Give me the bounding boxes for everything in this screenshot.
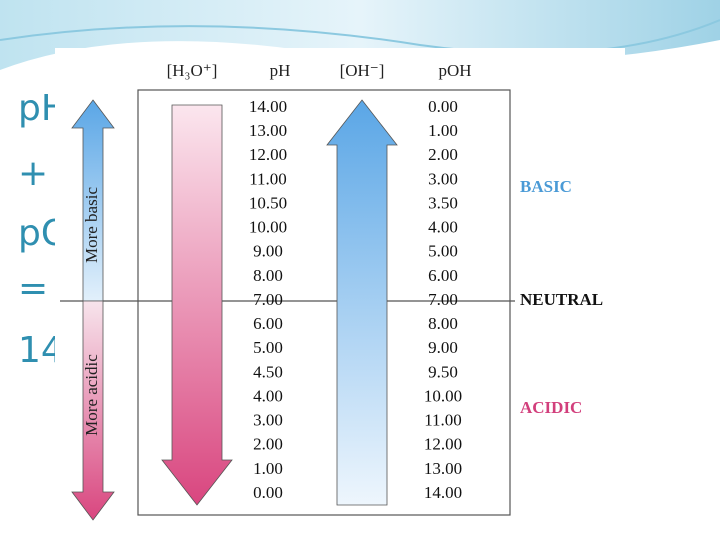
ph-value: 6.00 (253, 314, 283, 333)
hydronium-arrow (161, 104, 233, 506)
ph-value: 4.50 (253, 362, 283, 381)
region-label: NEUTRAL (520, 290, 603, 309)
poh-value: 5.00 (428, 242, 458, 261)
poh-value: 2.00 (428, 145, 458, 164)
figure: [H₃O⁺] pH [OH⁻] pOH More basic More acidic 14.… (82, 61, 603, 502)
poh-value: 4.00 (428, 218, 458, 237)
ph-value: 10.50 (249, 193, 287, 212)
slide-line: = (18, 268, 48, 309)
wave-line (0, 19, 720, 55)
poh-value: 8.00 (428, 314, 458, 333)
ph-value: 9.00 (253, 242, 283, 261)
ph-value: 11.00 (249, 169, 287, 188)
poh-value: 3.50 (428, 193, 458, 212)
poh-value: 6.00 (428, 266, 458, 285)
table-frame (137, 89, 511, 516)
poh-value: 9.00 (428, 338, 458, 357)
column-header: [H₃O⁺] (167, 61, 218, 80)
poh-value: 14.00 (424, 483, 462, 502)
poh-value: 7.00 (428, 290, 458, 309)
arrow-label: More acidic (82, 354, 101, 436)
poh-value: 12.00 (424, 435, 462, 454)
poh-value: 3.00 (428, 169, 458, 188)
slide-line: + (18, 153, 48, 194)
arrow-label: More basic (82, 187, 101, 263)
poh-value: 0.00 (428, 97, 458, 116)
ph-value: 8.00 (253, 266, 283, 285)
ph-value: 5.00 (253, 338, 283, 357)
poh-value: 13.00 (424, 459, 462, 478)
ph-value: 2.00 (253, 435, 283, 454)
region-label: ACIDIC (520, 398, 582, 417)
ph-value: 4.00 (253, 386, 283, 405)
ph-value: 0.00 (253, 483, 283, 502)
ph-value: 7.00 (253, 290, 283, 309)
ph-value: 10.00 (249, 218, 287, 237)
column-header: pOH (438, 61, 471, 80)
ph-value: 12.00 (249, 145, 287, 164)
ph-value: 1.00 (253, 459, 283, 478)
poh-value: 11.00 (424, 411, 462, 430)
column-header: [OH⁻] (340, 61, 385, 80)
ph-value: 3.00 (253, 411, 283, 430)
column-header: pH (270, 61, 291, 80)
acidic-arrow (71, 300, 115, 521)
poh-value: 9.50 (428, 362, 458, 381)
ph-value: 13.00 (249, 121, 287, 140)
region-label: BASIC (520, 177, 572, 196)
poh-value: 10.00 (424, 386, 462, 405)
poh-value: 1.00 (428, 121, 458, 140)
ph-value: 14.00 (249, 97, 287, 116)
hydroxide-arrow (326, 99, 398, 506)
